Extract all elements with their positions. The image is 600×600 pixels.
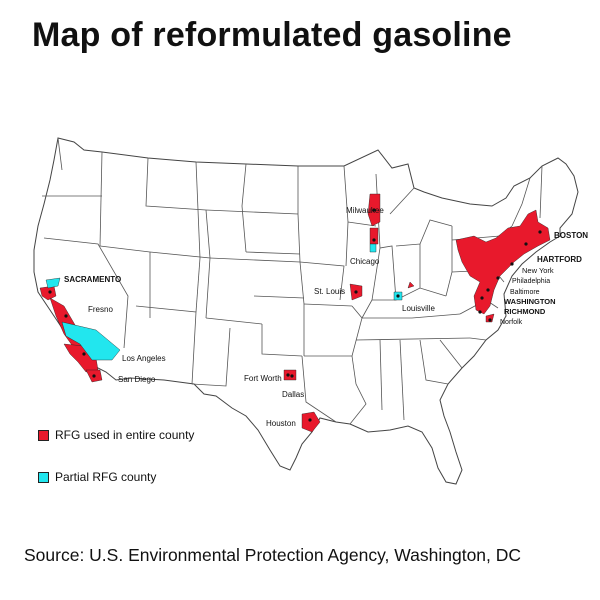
city-marker-baltimore [486,288,490,292]
us-outline [33,137,579,485]
city-markers [48,208,542,422]
state-line [469,337,487,341]
city-label-philadelphia: Philadelphia [512,278,550,285]
state-line [372,287,447,301]
city-label-san-diego: San Diego [118,375,156,384]
city-marker-sacramento [48,290,52,294]
city-marker-new-york [510,262,514,266]
rfg-partial-southern-california [61,321,121,361]
state-line [43,237,129,349]
map-title: Map of reformulated gasoline [32,16,512,54]
state-line [389,187,415,215]
rfg-partial-areas [45,243,403,361]
state-line [347,221,377,227]
city-label-baltimore: Baltimore [510,289,540,296]
city-label-milwaukee: Milwaukee [346,206,384,215]
city-marker-fort-worth [286,373,290,377]
city-marker-milwaukee [372,208,376,212]
city-label-washington: WASHINGTON [504,297,556,306]
state-line [99,151,103,247]
city-marker-richmond [478,310,482,314]
state-line [511,177,531,227]
state-line [379,339,383,411]
state-line [99,245,151,253]
city-label-boston: BOSTON [554,231,588,240]
state-line [303,303,353,307]
city-label-norfolk: Norfolk [500,319,523,326]
city-label-hartford: HARTFORD [537,255,582,264]
legend-item-partial: Partial RFG county [38,470,156,484]
city-marker-fresno [64,314,68,318]
state-line [301,355,337,423]
rfg-area-louisville [407,281,415,289]
legend-swatch-partial [38,471,49,483]
state-line [355,337,471,341]
city-label-louisville: Louisville [402,304,435,313]
city-label-fresno: Fresno [88,305,113,314]
state-line [195,161,201,259]
city-marker-norfolk [488,318,492,322]
city-label-chicago: Chicago [350,257,380,266]
city-label-richmond: RICHMOND [504,307,546,316]
city-marker-dallas [290,374,294,378]
city-marker-san-diego [92,374,96,378]
state-line [57,137,63,171]
legend-label-entire: RFG used in entire county [55,428,195,442]
state-line [419,339,449,385]
city-marker-chicago [372,238,376,242]
state-line [362,313,461,319]
state-line [261,324,303,357]
legend-swatch-entire [38,429,49,441]
rfg-partial-sacramento [45,277,61,289]
city-marker-houston [308,418,312,422]
state-line [209,257,301,263]
rfg-partial-chicago [369,243,377,253]
city-label-new-york: New York [522,266,554,275]
state-line [419,219,453,245]
rfg-area-fort-worth [283,369,297,381]
city-label-houston: Houston [266,419,296,428]
city-marker-louisville [396,294,400,298]
state-line [253,295,305,299]
city-label-st-louis: St. Louis [314,287,345,296]
state-line [539,165,543,219]
source-caption: Source: U.S. Environmental Protection Ag… [24,545,522,565]
state-line [205,317,263,325]
rfg-area-norfolk [485,313,495,323]
state-line [241,163,247,253]
state-line [195,257,201,313]
state-line [191,327,231,387]
city-marker-boston [538,230,542,234]
city-label-dallas: Dallas [282,390,304,399]
city-marker-washington [480,296,484,300]
city-marker-los-angeles [82,352,86,356]
state-line [379,245,397,301]
rfg-area-northeast [455,209,551,315]
city-marker-st-louis [354,290,358,294]
legend-item-entire: RFG used in entire county [38,428,194,442]
state-line [349,355,367,425]
city-label-sacramento: SACRAMENTO [64,275,121,284]
state-line [439,339,463,369]
city-labels: SACRAMENTO Fresno Los Angeles San Diego … [64,206,588,428]
state-line [205,209,211,259]
state-line [399,339,405,421]
state-line [205,209,299,215]
city-marker-hartford [524,242,528,246]
city-label-fort-worth: Fort Worth [244,374,282,383]
state-line [145,157,207,211]
state-line [299,261,345,301]
legend-label-partial: Partial RFG county [55,470,157,484]
state-line [245,251,301,255]
city-label-los-angeles: Los Angeles [122,354,166,363]
city-marker-philadelphia [496,276,500,280]
rfg-area-chicago [369,227,379,245]
rfg-area-houston [301,411,321,433]
